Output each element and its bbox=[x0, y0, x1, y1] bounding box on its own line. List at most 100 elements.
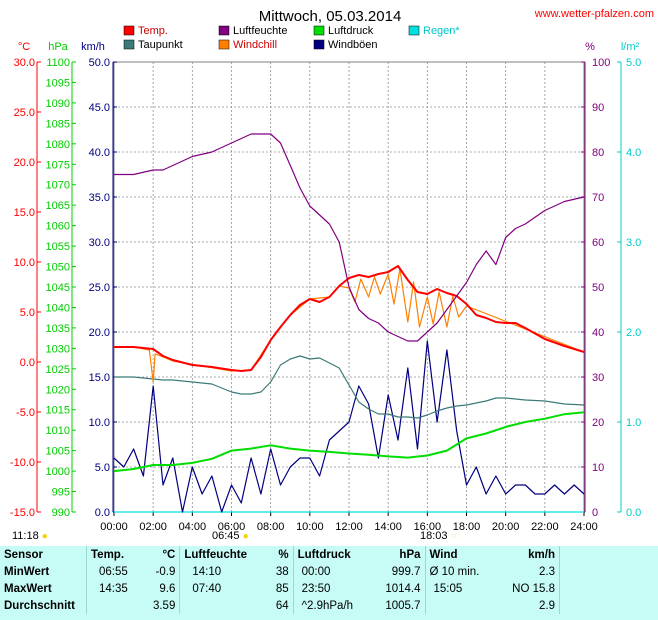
axis-tick-label-wind: 45.0 bbox=[89, 102, 110, 114]
axis-tick-label-pressure: 1025 bbox=[46, 364, 70, 376]
axis-tick-label-temp: -10.0 bbox=[10, 457, 35, 469]
axis-tick-label-pressure: 1020 bbox=[46, 384, 70, 396]
sunrise-icon: ● bbox=[242, 531, 249, 542]
stats-hum-time bbox=[179, 597, 268, 614]
stats-header-hum: Luftfeuchte bbox=[179, 546, 268, 563]
axis-tick-label-pressure: 990 bbox=[52, 507, 70, 519]
x-tick-label: 04:00 bbox=[179, 521, 207, 533]
stats-hum-time: 07:40 bbox=[179, 580, 268, 597]
axis-tick-label-wind: 30.0 bbox=[89, 237, 110, 249]
x-tick-label: 18:00 bbox=[453, 521, 481, 533]
sunset-time: 18:03 bbox=[420, 530, 448, 542]
stats-hum-time: 14:10 bbox=[179, 563, 268, 580]
stats-temp-time: 06:55 bbox=[86, 563, 142, 580]
x-tick-label: 20:00 bbox=[492, 521, 520, 533]
series-line-windb-en bbox=[113, 340, 585, 513]
axis-tick-label-humidity: 20 bbox=[592, 417, 604, 429]
axis-tick-label-temp: 30.0 bbox=[14, 57, 35, 69]
axis-tick-label-pressure: 1040 bbox=[46, 302, 70, 314]
legend-swatch bbox=[123, 25, 135, 36]
x-tick-label: 22:00 bbox=[531, 521, 559, 533]
stats-label: MaxWert bbox=[4, 582, 52, 595]
axis-tick-label-rain: 1.0 bbox=[626, 417, 641, 429]
x-tick-label: 24:00 bbox=[570, 521, 598, 533]
y-axes: 30.0 25.0 20.0 15.0 10.0 5.0 0.0 -5.0 -10.0 -15.0… bbox=[10, 57, 641, 519]
stats-spacer bbox=[559, 563, 658, 580]
axis-tick-label-pressure: 1060 bbox=[46, 221, 70, 233]
stats-header-temp: Temp. bbox=[86, 546, 142, 563]
axis-tick-label-wind: 10.0 bbox=[89, 417, 110, 429]
stats-header-press-unit: hPa bbox=[399, 548, 421, 561]
stats-label: MinWert bbox=[4, 565, 50, 578]
series-line-luftdruck bbox=[113, 411, 585, 473]
axis-tick-label-rain: 2.0 bbox=[626, 327, 641, 339]
axis-tick-label-temp: 15.0 bbox=[14, 207, 35, 219]
x-axis: 00:00 02:00 04:00 06:00 08:00 10:00 12:00 14:00… bbox=[100, 512, 598, 533]
axis-tick-label-humidity: 30 bbox=[592, 372, 604, 384]
stats-hum-value: 38 bbox=[275, 565, 289, 578]
axis-tick-label-pressure: 1100 bbox=[46, 57, 70, 69]
axis-tick-label-pressure: 995 bbox=[52, 487, 70, 499]
axis-unit-wind: km/h bbox=[81, 41, 105, 53]
stats-press-time: ^2.9hPa/h bbox=[292, 597, 372, 614]
stats-temp-value: -0.9 bbox=[155, 565, 176, 578]
axis-tick-label-pressure: 1070 bbox=[46, 180, 70, 192]
axis-tick-label-pressure: 1090 bbox=[46, 98, 70, 110]
stats-press-value: 1005.7 bbox=[385, 599, 421, 612]
axis-tick-label-temp: 20.0 bbox=[14, 157, 35, 169]
x-tick-label: 00:00 bbox=[100, 521, 128, 533]
stats-press-value: 999.7 bbox=[391, 565, 421, 578]
legend-swatch bbox=[313, 39, 325, 50]
axis-tick-label-pressure: 1035 bbox=[46, 323, 70, 335]
axis-tick-label-humidity: 10 bbox=[592, 462, 604, 474]
stats-wind-value: NO 15.8 bbox=[512, 582, 555, 595]
axis-tick-label-wind: 15.0 bbox=[89, 372, 110, 384]
stats-row-max: MaxWert 14:35 9.6 07:40 85 23:50 1014.4 … bbox=[0, 580, 658, 597]
axis-tick-label-pressure: 1095 bbox=[46, 77, 70, 89]
sunrise-time: 06:45 bbox=[212, 530, 240, 542]
x-tick-label: 12:00 bbox=[335, 521, 363, 533]
stats-spacer bbox=[559, 597, 658, 614]
x-tick-label: 14:00 bbox=[374, 521, 402, 533]
legend-swatch bbox=[218, 39, 230, 50]
axis-tick-label-pressure: 1085 bbox=[46, 118, 70, 130]
axis-tick-label-wind: 40.0 bbox=[89, 147, 110, 159]
series-line-taupunkt bbox=[114, 355, 585, 419]
stats-header-press: Luftdruck bbox=[292, 546, 372, 563]
stats-press-value: 1014.4 bbox=[385, 582, 421, 595]
axis-tick-label-humidity: 100 bbox=[592, 57, 610, 69]
axis-tick-label-pressure: 1080 bbox=[46, 139, 70, 151]
stats-spacer bbox=[559, 580, 658, 597]
stats-wind-value: 2.9 bbox=[539, 599, 555, 612]
stats-wind-value: 2.3 bbox=[539, 565, 555, 578]
stats-header-wind: Wind bbox=[424, 546, 497, 563]
chart-title: Mittwoch, 05.03.2014 bbox=[259, 8, 402, 25]
axis-tick-label-pressure: 1000 bbox=[46, 466, 70, 478]
axis-tick-label-wind: 5.0 bbox=[95, 462, 110, 474]
stats-table: Sensor Temp. °C Luftfeuchte % Luftdruck … bbox=[0, 546, 658, 620]
axis-tick-label-humidity: 80 bbox=[592, 147, 604, 159]
axis-tick-label-pressure: 1065 bbox=[46, 200, 70, 212]
axis-tick-label-pressure: 1075 bbox=[46, 159, 70, 171]
legend-label: Windböen bbox=[328, 39, 378, 51]
stats-header-temp-unit: °C bbox=[162, 548, 176, 561]
legend-label: Temp. bbox=[138, 25, 168, 37]
legend-label: Luftfeuchte bbox=[233, 25, 287, 37]
stats-header-wind-unit: km/h bbox=[528, 548, 555, 561]
axis-tick-label-pressure: 1005 bbox=[46, 446, 70, 458]
x-tick-label: 08:00 bbox=[257, 521, 285, 533]
stats-wind-time: 15:05 bbox=[424, 580, 497, 597]
axis-tick-label-rain: 0.0 bbox=[626, 507, 641, 519]
stats-wind-time bbox=[424, 597, 497, 614]
stats-press-time: 23:50 bbox=[292, 580, 372, 597]
sunrise-mark: 06:45 ● bbox=[212, 530, 249, 542]
weather-chart: Mittwoch, 05.03.2014 www.wetter-pfalzen.… bbox=[10, 8, 654, 533]
stats-header-row: Sensor Temp. °C Luftfeuchte % Luftdruck … bbox=[0, 546, 658, 563]
axis-tick-label-pressure: 1055 bbox=[46, 241, 70, 253]
axis-units: °C hPa km/h% l/m² bbox=[18, 41, 640, 53]
axis-tick-label-rain: 4.0 bbox=[626, 147, 641, 159]
legend: Temp. Luftfeuchte Luftdruck Regen* Taupunkt W… bbox=[123, 25, 460, 51]
x-tick-label: 06:00 bbox=[218, 521, 246, 533]
stats-row-avg: Durchschnitt 3.59 64 ^2.9hPa/h 1005.7 2.… bbox=[0, 597, 658, 614]
